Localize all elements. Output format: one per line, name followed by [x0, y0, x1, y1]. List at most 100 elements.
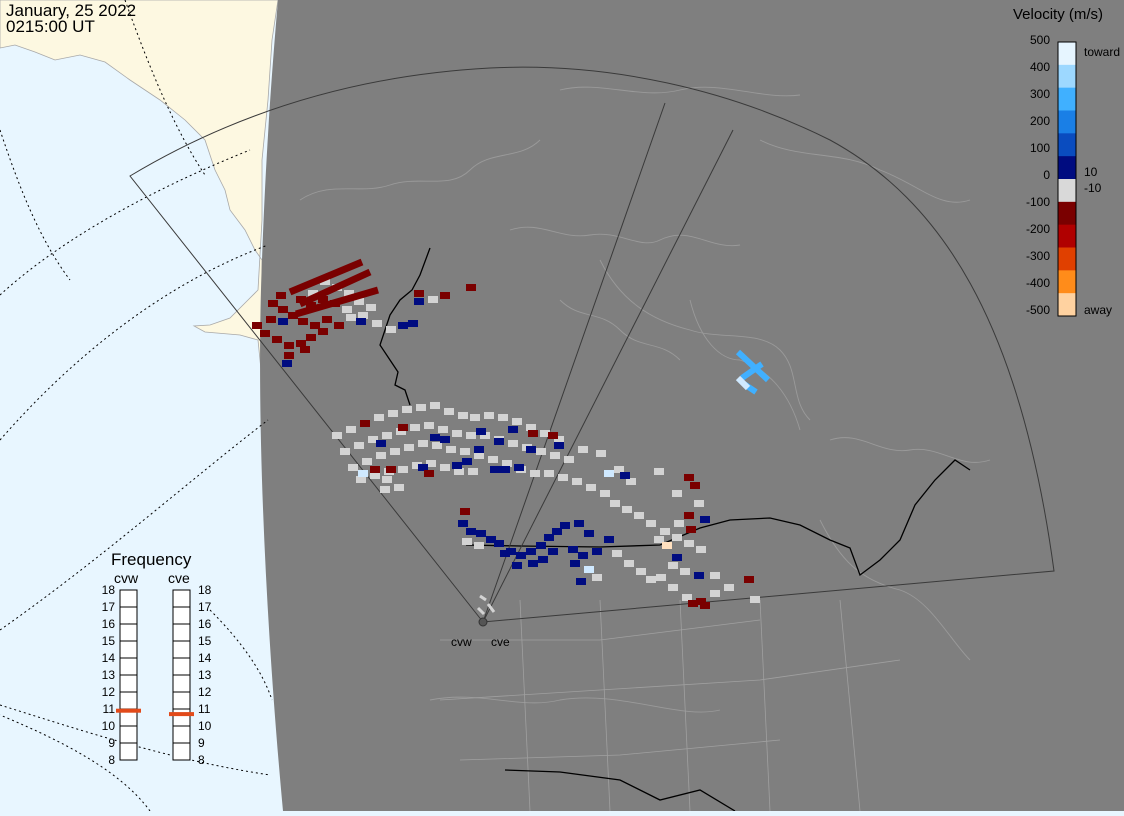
scatter-cell: [672, 534, 682, 541]
frequency-radar-label-cvw: cvw: [114, 570, 139, 586]
scatter-cell: [550, 452, 560, 459]
velocity-tick-400: 400: [1029, 60, 1050, 74]
scatter-streak: [298, 268, 372, 308]
scatter-cell: [576, 578, 586, 585]
scatter-cell: [624, 560, 634, 567]
scatter-cell: [414, 290, 424, 297]
scatter-cell: [662, 542, 672, 549]
scatter-cell: [696, 546, 706, 553]
frequency-active-marker-cve: [169, 712, 194, 717]
velocity-colorbar-swatch: [1058, 247, 1076, 271]
scatter-cell: [536, 542, 546, 549]
scatter-cell: [288, 312, 298, 319]
frequency-scale-label: 12: [198, 685, 212, 699]
scatter-cell: [744, 576, 754, 583]
scatter-cell: [466, 284, 476, 291]
velocity-colorbar-swatch: [1058, 42, 1076, 66]
scatter-cell: [452, 462, 462, 469]
scatter-cell: [368, 436, 378, 443]
scatter-cell: [388, 410, 398, 417]
scatter-cell: [724, 584, 734, 591]
night-side-shading: [260, 0, 1124, 811]
scatter-cell: [430, 434, 440, 441]
scatter-cell: [512, 418, 522, 425]
frequency-scale-label: 15: [102, 634, 116, 648]
scatter-cell: [360, 420, 370, 427]
scatter-cell: [500, 466, 510, 473]
scatter-cell: [278, 318, 288, 325]
scatter-cell: [370, 472, 380, 479]
scatter-cell: [458, 520, 468, 527]
scatter-cell: [310, 322, 320, 329]
scatter-cell: [470, 414, 480, 421]
scatter-cell: [396, 428, 406, 435]
scatter-cell: [610, 500, 620, 507]
scatter-cell: [668, 584, 678, 591]
scatter-cell: [356, 318, 366, 325]
scatter-cell: [578, 552, 588, 559]
scatter-cell: [604, 470, 614, 477]
scatter-cell: [454, 468, 464, 475]
scatter-cell: [266, 316, 276, 323]
scatter-cell: [440, 464, 450, 471]
frequency-active-marker-cvw: [116, 708, 141, 713]
scatter-cell: [710, 590, 720, 597]
scatter-data: [252, 258, 771, 616]
scatter-cell: [592, 574, 602, 581]
scatter-cell: [700, 602, 710, 609]
scatter-cell: [540, 430, 550, 437]
frequency-scale-label: 10: [198, 719, 212, 733]
scatter-cell: [536, 448, 546, 455]
scatter-cell: [660, 528, 670, 535]
frequency-scale-label: 12: [102, 685, 116, 699]
scatter-cell: [474, 452, 484, 459]
scatter-cell: [584, 530, 594, 537]
scatter-cell: [654, 468, 664, 475]
radar-site-label-cve: cve: [491, 635, 510, 649]
scatter-cell: [284, 352, 294, 359]
frequency-title: Frequency: [111, 550, 192, 569]
velocity-tick-200: 200: [1029, 114, 1050, 128]
scatter-cell: [526, 446, 536, 453]
scatter-cell: [446, 446, 456, 453]
scatter-cell: [340, 448, 350, 455]
frequency-scale-label: 18: [198, 583, 212, 597]
scatter-cell: [688, 600, 698, 607]
frequency-scale-label: 16: [102, 617, 116, 631]
frequency-scale-label: 16: [198, 617, 212, 631]
scatter-cell: [452, 430, 462, 437]
scatter-cell: [430, 402, 440, 409]
scatter-cell: [358, 470, 368, 477]
scatter-cell: [386, 466, 396, 473]
scatter-cell: [528, 560, 538, 567]
frequency-scale-label: 9: [198, 736, 205, 750]
scatter-cell: [398, 466, 408, 473]
radar-fov-outlines: [129, 66, 1055, 623]
scatter-cell: [354, 442, 364, 449]
scatter-cell: [298, 318, 308, 325]
scatter-cell: [568, 546, 578, 553]
velocity-colorbar-swatch: [1058, 110, 1076, 134]
scatter-cell: [418, 440, 428, 447]
velocity-tick-neg400: -400: [1025, 276, 1050, 290]
scatter-cell: [604, 536, 614, 543]
scatter-cell: [462, 538, 472, 545]
scatter-cell: [344, 290, 354, 297]
scatter-cell: [538, 556, 548, 563]
scatter-streak: [295, 286, 379, 318]
time-label: 0215:00 UT: [6, 17, 95, 36]
frequency-scale-label: 8: [198, 753, 205, 767]
scatter-cell: [440, 436, 450, 443]
scatter-cell: [498, 414, 508, 421]
velocity-tick-neg100: -100: [1025, 195, 1050, 209]
scatter-cell: [376, 452, 386, 459]
scatter-cell: [322, 316, 332, 323]
velocity-tick-0: 0: [1043, 168, 1050, 182]
scatter-cell: [272, 336, 282, 343]
scatter-cell: [440, 292, 450, 299]
scatter-cell: [564, 456, 574, 463]
frequency-scale-label: 13: [102, 668, 116, 682]
scatter-cell: [398, 424, 408, 431]
scatter-cell: [426, 460, 436, 467]
velocity-colorbar-swatch: [1058, 87, 1076, 111]
